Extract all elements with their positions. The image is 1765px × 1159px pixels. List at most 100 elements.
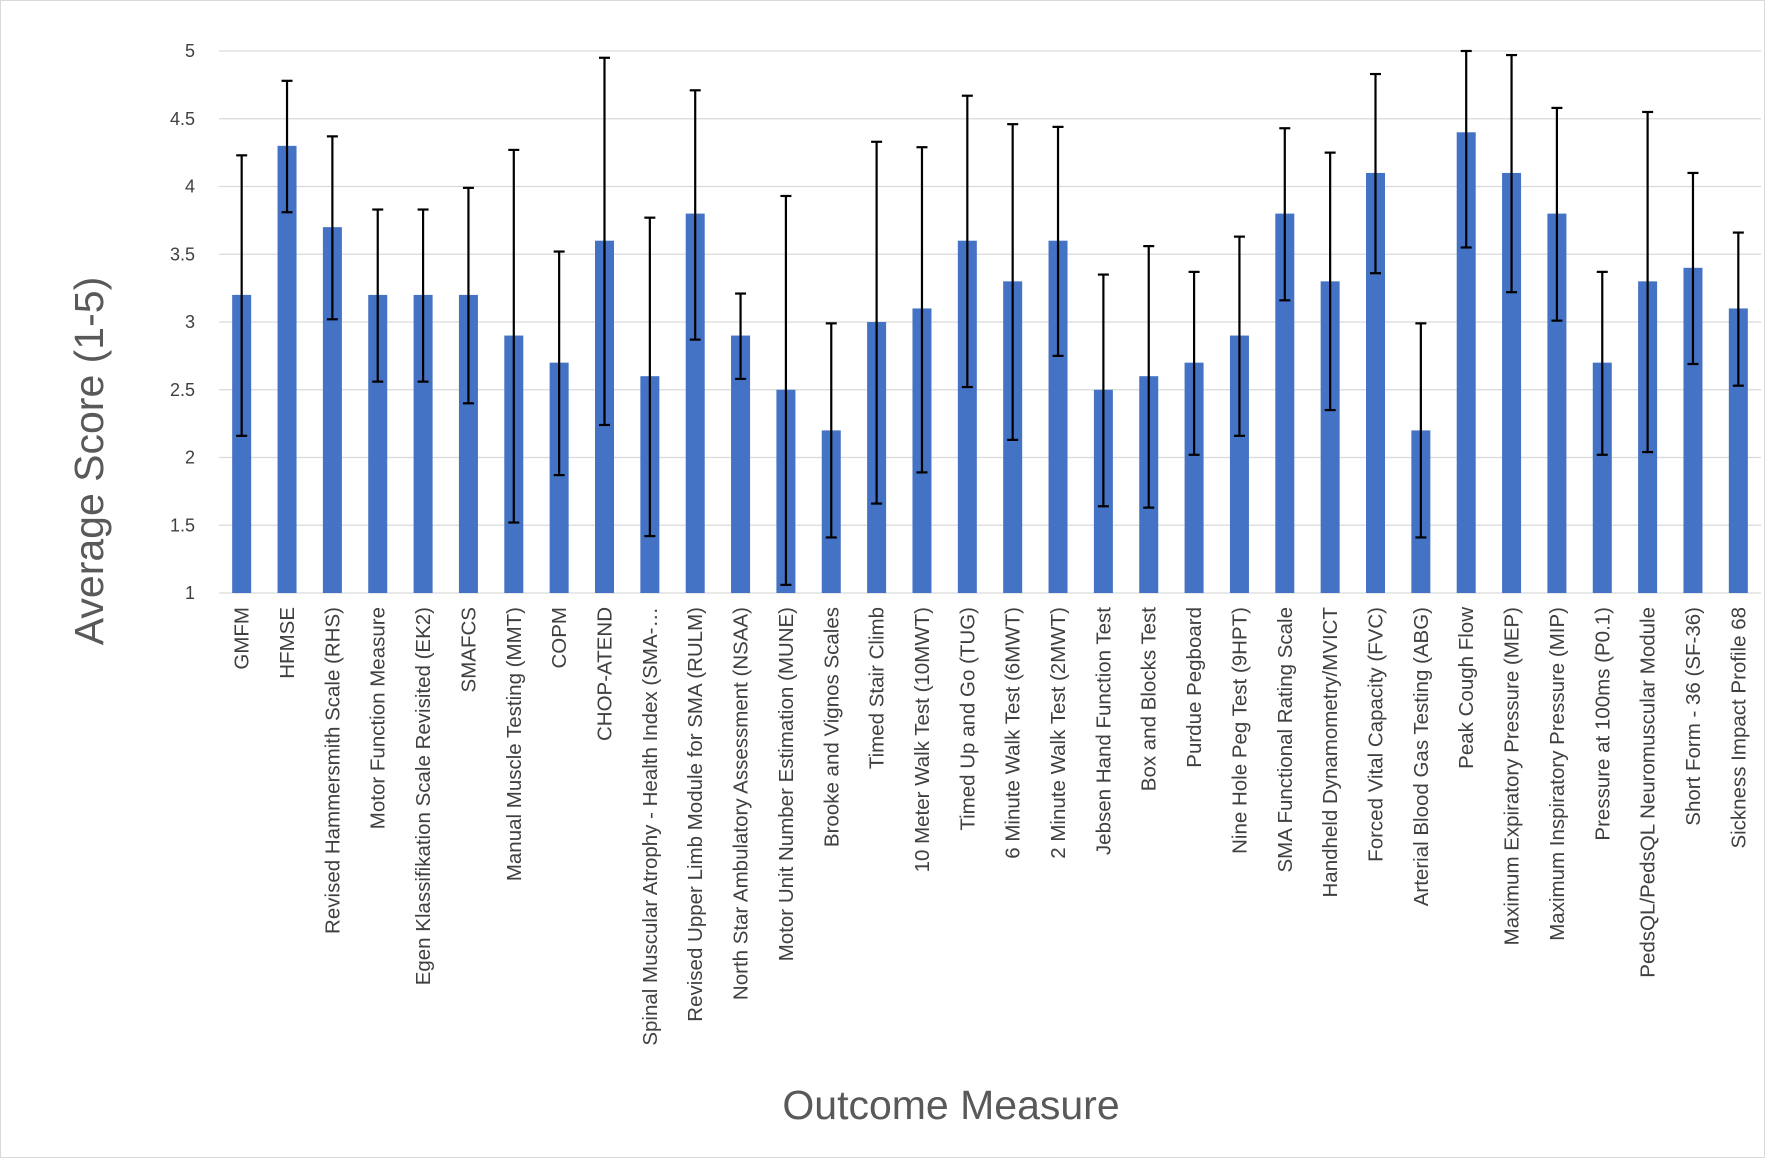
error-bar: [462, 186, 474, 405]
x-category-label: Peak Cough Flow: [1455, 607, 1478, 769]
error-bar: [1143, 245, 1155, 509]
x-category-label: Purdue Pegboard: [1183, 607, 1206, 768]
bar: [1275, 213, 1295, 593]
x-category-label: Nine Hole Peg Test (9HPT): [1228, 607, 1251, 854]
bar: [1728, 308, 1748, 593]
bar: [731, 335, 751, 593]
error-bar: [1596, 270, 1608, 456]
error-bar: [961, 94, 973, 389]
bar: [549, 362, 569, 593]
error-bar: [508, 148, 520, 524]
y-tick-label: 1: [185, 583, 195, 603]
x-category-label: Arterial Blood Gas Testing (ABG): [1410, 607, 1433, 906]
x-category-label: SMAFCS: [457, 607, 480, 692]
error-bar: [916, 146, 928, 474]
bar: [232, 294, 252, 593]
error-bar: [644, 216, 656, 538]
y-tick-label: 3: [185, 312, 195, 332]
error-bar: [1551, 106, 1563, 322]
x-category-label: Sickness Impact Profile 68: [1727, 607, 1750, 849]
x-category-label: 10 Meter Walk Test (10MWT): [911, 607, 934, 872]
x-category-label: Egen Klassifikation Scale Revisited (EK2…: [412, 607, 435, 985]
bars: [232, 132, 1748, 594]
x-category-label: Jebsen Hand Function Test: [1092, 607, 1115, 855]
y-tick-label: 3.5: [170, 244, 195, 264]
error-bar: [780, 194, 792, 586]
error-bar: [1233, 235, 1245, 437]
x-category-label: North Star Ambulatory Assessment (NSAA): [730, 607, 753, 1000]
bar: [368, 294, 388, 593]
bar: [1048, 240, 1068, 593]
error-bar: [372, 208, 384, 383]
error-bar: [1007, 123, 1019, 441]
y-tick-label: 4.5: [170, 109, 195, 129]
bar: [1592, 362, 1612, 593]
error-bar: [1732, 231, 1744, 387]
y-axis-ticks: 1 1.5 2 2.5 3 3.5 4 4.5 5: [170, 41, 195, 603]
x-category-label: 6 Minute Walk Test (6MWT): [1002, 607, 1025, 859]
error-bar: [735, 292, 747, 381]
error-bars: [236, 49, 1744, 586]
error-bar: [1324, 151, 1336, 412]
y-axis-title: Average Score (1-5): [66, 277, 112, 645]
x-category-label: Forced Vital Capacity (FVC): [1365, 607, 1388, 862]
x-category-label: Maximum Expiratory Pressure (MEP): [1501, 607, 1524, 945]
bar: [1366, 172, 1385, 593]
error-bar: [326, 135, 338, 321]
error-bar: [1279, 127, 1291, 302]
bar: [1320, 281, 1340, 593]
x-category-label: 2 Minute Walk Test (2MWT): [1047, 607, 1070, 859]
y-tick-label: 2.5: [170, 380, 195, 400]
error-bar: [689, 89, 701, 341]
x-category-label: Motor Function Measure: [367, 607, 390, 829]
error-bar: [1460, 49, 1472, 249]
error-bar: [1506, 53, 1518, 294]
error-bar: [1370, 72, 1381, 275]
x-category-label: Revised Upper Limb Module for SMA (RULM): [684, 607, 707, 1022]
x-category-label: Spinal Muscular Atrophy - Health Index (…: [639, 607, 662, 1046]
error-bar: [1188, 270, 1200, 456]
error-bar: [1052, 125, 1064, 357]
bar: [1502, 172, 1522, 593]
error-bar: [599, 56, 610, 427]
gridlines: [219, 50, 1761, 594]
y-tick-label: 4: [185, 177, 195, 197]
error-bar: [236, 154, 248, 437]
x-category-label: Handheld Dynamometry/MVICT: [1319, 607, 1342, 898]
x-category-label: SMA Functional Rating Scale: [1274, 607, 1297, 873]
bar: [1229, 335, 1249, 593]
x-axis-title: Outcome Measure: [782, 1082, 1119, 1128]
x-category-label: PedsQL/PedsQL Neuromuscular Module: [1637, 607, 1660, 978]
x-category-label: CHOP-ATEND: [594, 607, 617, 741]
error-bar: [1642, 110, 1654, 454]
x-category-label: Timed Up and Go (TUG): [956, 607, 979, 831]
y-tick-label: 2: [185, 448, 195, 468]
x-category-label: Brooke and Vignos Scales: [820, 607, 843, 847]
x-category-label: COPM: [548, 607, 571, 669]
x-category-label: Pressure at 100ms (P0.1): [1591, 607, 1614, 841]
x-category-label: Revised Hammersmith Scale (RHS): [321, 607, 344, 934]
bar: [1683, 267, 1703, 593]
x-category-label: Motor Unit Number Estimation (MUNE): [775, 607, 798, 961]
x-category-label: Timed Stair Climb: [866, 607, 889, 769]
x-category-label: HFMSE: [276, 607, 299, 679]
bar: [957, 240, 977, 593]
x-axis-category-labels: GMFM HFMSE Revised Hammersmith Scale (RHS)…: [231, 607, 1751, 1046]
x-category-label: Maximum Inspiratory Pressure (MIP): [1546, 607, 1569, 941]
x-category-label: Short Form - 36 (SF-36): [1682, 607, 1705, 826]
y-tick-label: 1.5: [170, 515, 195, 535]
error-bar: [553, 250, 565, 477]
bar: [685, 213, 705, 593]
x-category-label: GMFM: [231, 607, 254, 670]
bar: [277, 145, 297, 593]
error-bar: [1097, 273, 1109, 508]
error-bar: [1415, 322, 1427, 539]
y-tick-label: 5: [185, 41, 195, 61]
error-bar: [1687, 171, 1699, 366]
x-category-label: Manual Muscle Testing (MMT): [503, 607, 526, 881]
error-bar: [825, 322, 837, 539]
x-category-label: Box and Blocks Test: [1138, 607, 1161, 792]
error-bar: [417, 208, 429, 383]
